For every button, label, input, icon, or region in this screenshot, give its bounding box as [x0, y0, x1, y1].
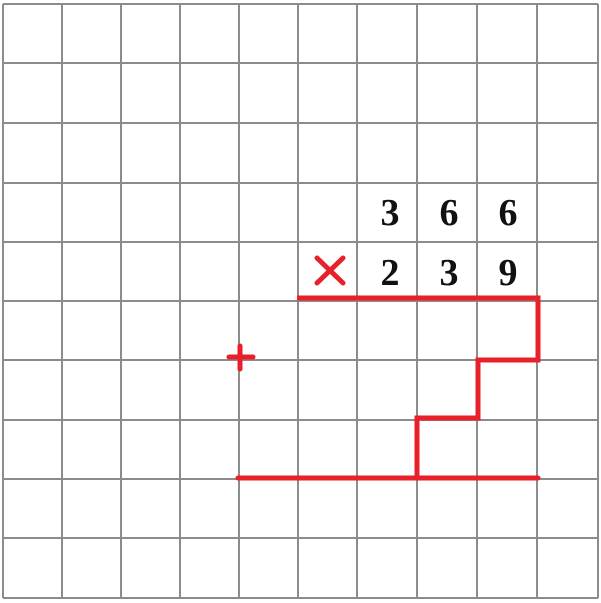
multiplicand-digit-1: 3: [381, 192, 400, 234]
multiplier-digit-1: 2: [381, 252, 400, 294]
times-sign: [314, 255, 346, 286]
product-divider-line: [297, 295, 541, 478]
multiplier-digit-3: 9: [499, 252, 518, 294]
multiplier-digit-2: 3: [440, 252, 459, 294]
plus-sign: [226, 343, 256, 372]
multiplicand-digit-2: 6: [440, 192, 459, 234]
multiplicand-digit-3: 6: [499, 192, 518, 234]
